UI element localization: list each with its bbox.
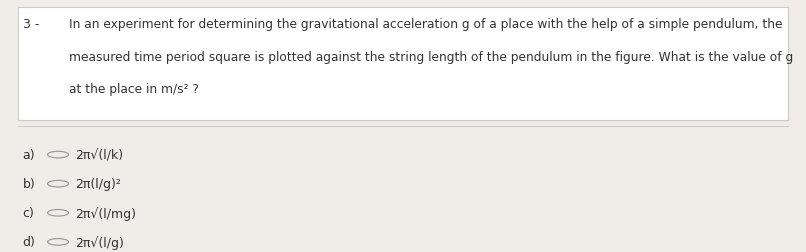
Text: d): d): [23, 235, 35, 248]
Text: at the place in m/s² ?: at the place in m/s² ?: [69, 83, 198, 96]
Text: c): c): [23, 206, 35, 219]
Text: In an experiment for determining the gravitational acceleration g of a place wit: In an experiment for determining the gra…: [69, 18, 782, 30]
Text: 2π√(l/mg): 2π√(l/mg): [75, 206, 136, 220]
Text: measured time period square is plotted against the string length of the pendulum: measured time period square is plotted a…: [69, 50, 793, 63]
Text: 2π√(l/k): 2π√(l/k): [75, 148, 123, 162]
Text: 2π√(l/g): 2π√(l/g): [75, 235, 124, 249]
Text: 2π(l/g)²: 2π(l/g)²: [75, 177, 121, 191]
Text: 3 -: 3 -: [23, 18, 39, 30]
Text: b): b): [23, 177, 35, 191]
Text: a): a): [23, 148, 35, 162]
FancyBboxPatch shape: [18, 8, 788, 121]
